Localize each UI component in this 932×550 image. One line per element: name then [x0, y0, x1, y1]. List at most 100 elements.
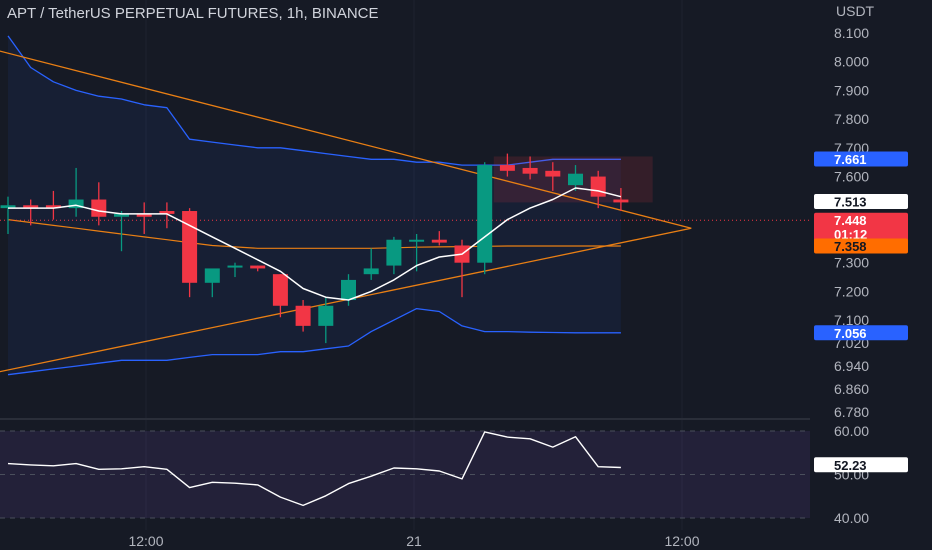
candle-body	[409, 239, 425, 242]
rsi-badge[interactable]: 52.23	[814, 457, 908, 473]
candle[interactable]	[68, 167, 84, 217]
price-tick-label: 6.860	[834, 381, 869, 397]
price-badge-background	[814, 151, 908, 167]
candle[interactable]	[568, 165, 583, 191]
candle-body	[45, 205, 61, 209]
candle-body	[114, 213, 129, 217]
price-badge-background	[814, 194, 908, 210]
candle[interactable]	[250, 265, 266, 272]
currency-label: USDT	[836, 3, 875, 19]
price-badge-label: 7.661	[834, 152, 867, 167]
candle[interactable]	[0, 196, 16, 234]
price-tick-label: 7.300	[834, 255, 869, 271]
candle-body	[0, 205, 16, 209]
candle-body	[272, 274, 288, 306]
candle[interactable]	[295, 300, 311, 332]
price-badge[interactable]: 7.661	[814, 151, 908, 168]
candle-body	[431, 239, 447, 243]
candle-body	[204, 268, 220, 283]
candle-body	[250, 265, 266, 269]
candle[interactable]	[136, 202, 152, 234]
rsi-tick-label: 60.00	[834, 423, 869, 439]
candle-body	[318, 305, 334, 326]
price-badge[interactable]: 7.358	[814, 238, 908, 255]
candle-body	[386, 239, 402, 266]
candle-body	[477, 165, 493, 263]
bollinger-band-fill	[8, 35, 621, 375]
candle-body	[568, 173, 583, 186]
candle[interactable]	[386, 236, 402, 275]
candle[interactable]	[114, 211, 129, 252]
chart-title: APT / TetherUS PERPETUAL FUTURES, 1h, BI…	[7, 5, 379, 22]
rsi-badge-label: 52.23	[834, 458, 867, 473]
price-tick-label: 7.600	[834, 169, 869, 185]
price-badge-label: 7.448	[834, 213, 867, 228]
candle-body	[341, 279, 356, 301]
candle-body	[545, 170, 561, 177]
price-tick-label: 6.940	[834, 358, 869, 374]
price-tick-label: 7.800	[834, 111, 869, 127]
time-tick-label: 21	[406, 533, 422, 549]
candle[interactable]	[182, 208, 198, 298]
price-tick-label: 6.780	[834, 404, 869, 420]
price-badge-background	[814, 212, 908, 243]
rsi-line	[7, 431, 621, 507]
candle[interactable]	[545, 162, 561, 191]
price-axis[interactable]: 8.1008.0007.9007.8007.7007.6007.3007.200…	[810, 0, 932, 550]
candle-body	[613, 199, 629, 203]
countdown-label: 01:12	[834, 227, 867, 242]
price-tick-label: 7.200	[834, 283, 869, 299]
candle[interactable]	[45, 190, 61, 220]
time-axis[interactable]: 12:00 21 12:00	[0, 530, 810, 550]
candle-body	[136, 213, 152, 217]
candle[interactable]	[477, 162, 493, 275]
price-badge-label: 7.513	[834, 195, 867, 210]
candle-body	[91, 199, 107, 217]
price-badge-label: 7.358	[834, 239, 867, 254]
rsi-tick-label: 40.00	[834, 510, 869, 526]
price-badge[interactable]: 7.513	[814, 194, 908, 210]
candle[interactable]	[159, 202, 175, 229]
candle[interactable]	[613, 188, 629, 212]
bollinger-upper-line	[7, 35, 621, 166]
candle[interactable]	[272, 274, 288, 318]
candle[interactable]	[227, 262, 243, 278]
candle[interactable]	[204, 268, 220, 298]
trendline-lower[interactable]	[0, 227, 692, 374]
price-tick-label: 8.100	[834, 25, 869, 41]
candle-body	[159, 211, 175, 214]
price-badge-background	[814, 325, 908, 341]
rsi-pane[interactable]	[0, 430, 810, 519]
candle[interactable]	[363, 248, 379, 280]
price-tick-label: 7.100	[834, 312, 869, 328]
price-tick-label: 7.900	[834, 82, 869, 98]
candle-body	[68, 199, 84, 209]
candle[interactable]	[431, 231, 447, 246]
bollinger-lower-line	[7, 307, 621, 376]
candle-body	[363, 268, 379, 275]
price-pane[interactable]	[0, 35, 810, 376]
candle[interactable]	[23, 199, 39, 226]
candle[interactable]	[499, 153, 515, 177]
candle-body	[522, 167, 538, 174]
bollinger-basis-line	[7, 219, 621, 249]
candle[interactable]	[318, 297, 334, 344]
time-tick-label: 12:00	[664, 533, 699, 549]
moving-average-line	[8, 187, 622, 301]
candle[interactable]	[522, 156, 538, 180]
trendline-upper[interactable]	[0, 47, 692, 229]
candle-body	[23, 205, 39, 209]
price-tick-label: 8.000	[834, 54, 869, 70]
candle-body	[227, 265, 243, 268]
candle-body	[590, 176, 606, 197]
candle-body	[182, 211, 198, 283]
price-badge[interactable]: 7.056	[814, 325, 908, 341]
candle[interactable]	[91, 182, 107, 226]
candle-body	[499, 165, 515, 171]
rsi-badge-background	[814, 457, 908, 473]
time-axis-background	[0, 530, 810, 550]
